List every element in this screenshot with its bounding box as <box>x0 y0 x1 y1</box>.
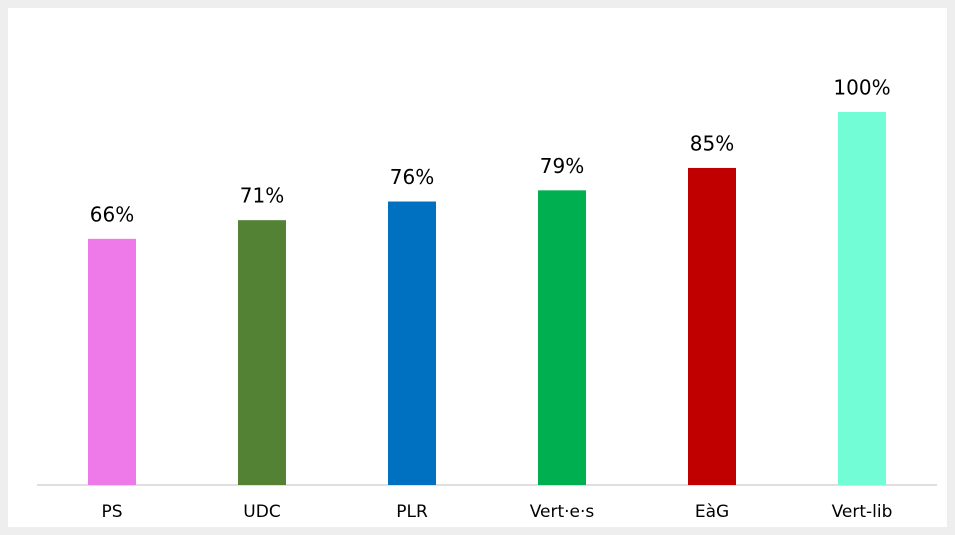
bar <box>238 220 286 486</box>
x-tick-label: Vert-lib <box>832 502 893 522</box>
x-tick-label: Vert·e·s <box>530 502 595 522</box>
bar <box>88 238 136 485</box>
x-tick-label: EàG <box>695 502 729 522</box>
bar <box>388 201 436 485</box>
bar <box>538 190 586 485</box>
x-tick-label: UDC <box>243 502 280 522</box>
value-label: 85% <box>690 131 734 155</box>
value-label: 71% <box>240 184 284 208</box>
x-tick-label: PS <box>101 502 122 522</box>
bar <box>838 112 886 485</box>
bar <box>688 167 736 485</box>
x-tick-label: PLR <box>396 502 428 522</box>
value-label: 100% <box>833 76 890 100</box>
value-label: 79% <box>540 154 584 178</box>
value-label: 76% <box>390 165 434 189</box>
chart-panel <box>8 8 947 527</box>
value-label: 66% <box>90 202 134 226</box>
